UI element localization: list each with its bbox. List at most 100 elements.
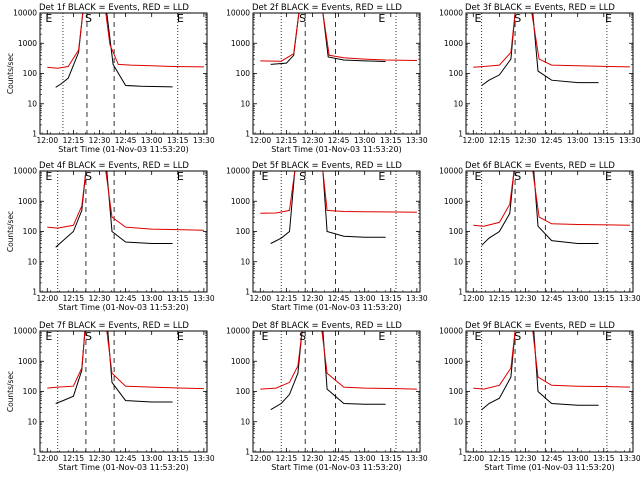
x-tick-label: 13:00 [141, 454, 163, 463]
series-line-lld [260, 331, 303, 390]
x-tick-label: 13:30 [619, 454, 640, 463]
x-tick-label: 12:00 [249, 454, 271, 463]
x-tick-label: 13:00 [567, 454, 589, 463]
x-tick-label: 12:15 [276, 294, 298, 303]
y-tick-label: 10000 [439, 167, 463, 176]
marker-label: E [605, 12, 612, 25]
series-line-events [322, 13, 386, 62]
y-tick-label: 1 [32, 448, 37, 457]
marker-label: E [378, 170, 385, 183]
y-tick-label: 10 [27, 417, 37, 426]
y-tick-label: 10 [453, 99, 463, 108]
x-tick-label: 12:45 [328, 136, 350, 145]
x-axis-label: Start Time (01-Nov-03 11:53:20) [58, 145, 188, 154]
panel-title: Det 3f BLACK = Events, RED = LLD [465, 3, 615, 13]
y-tick-label: 100 [236, 69, 251, 78]
y-tick-label: 10000 [226, 9, 250, 18]
series-line-events [533, 331, 599, 406]
marker-label: E [262, 330, 269, 343]
y-tick-label: 100 [449, 387, 464, 396]
x-tick-label: 12:15 [63, 136, 85, 145]
y-tick-label: 10000 [13, 327, 37, 336]
x-tick-label: 13:00 [567, 136, 589, 145]
x-tick-label: 12:30 [515, 454, 537, 463]
y-tick-label: 1 [245, 288, 250, 297]
x-tick-label: 12:45 [328, 454, 350, 463]
y-tick-label: 1000 [18, 357, 37, 366]
x-tick-label: 12:00 [462, 454, 484, 463]
y-tick-label: 100 [23, 69, 38, 78]
marker-label: S [514, 170, 521, 183]
x-tick-label: 12:45 [328, 294, 350, 303]
panel-title: Det 2f BLACK = Events, RED = LLD [252, 3, 402, 13]
y-tick-label: 1000 [231, 197, 250, 206]
series-line-events [533, 171, 599, 244]
series-line-events [55, 331, 86, 404]
x-tick-label: 13:30 [406, 454, 428, 463]
series-line-events [270, 331, 303, 411]
y-axis-label: Counts/sec [6, 211, 15, 252]
marker-label: S [299, 12, 306, 25]
y-tick-label: 1000 [444, 197, 463, 206]
x-tick-label: 13:15 [167, 454, 189, 463]
y-tick-label: 10 [27, 99, 37, 108]
x-tick-label: 12:00 [36, 136, 58, 145]
x-tick-label: 13:30 [406, 294, 428, 303]
y-tick-label: 100 [23, 227, 38, 236]
x-tick-label: 12:00 [36, 294, 58, 303]
x-tick-label: 13:00 [354, 294, 376, 303]
marker-label: S [85, 330, 92, 343]
series-line-events [55, 171, 87, 248]
plot-frame [465, 170, 634, 293]
y-tick-label: 10000 [226, 167, 250, 176]
panel-title: Det 8f BLACK = Events, RED = LLD [252, 321, 402, 331]
y-tick-label: 1 [32, 288, 37, 297]
x-axis-label: Start Time (01-Nov-03 11:53:20) [58, 303, 188, 312]
y-tick-label: 1000 [231, 357, 250, 366]
x-tick-label: 13:00 [141, 294, 163, 303]
y-tick-label: 1 [458, 448, 463, 457]
y-tick-label: 10 [27, 257, 37, 266]
y-axis-label: Counts/sec [6, 371, 15, 412]
marker-label: E [177, 12, 184, 25]
series-line-lld [473, 331, 516, 390]
marker-label: E [475, 170, 482, 183]
x-tick-label: 12:15 [276, 136, 298, 145]
y-tick-label: 10000 [439, 327, 463, 336]
panel-title: Det 5f BLACK = Events, RED = LLD [252, 161, 402, 171]
x-tick-label: 13:30 [193, 294, 215, 303]
y-tick-label: 1000 [444, 39, 463, 48]
y-tick-label: 1 [245, 130, 250, 139]
x-tick-label: 13:00 [141, 136, 163, 145]
series-line-lld [260, 13, 300, 62]
series-line-events [322, 331, 386, 405]
series-line-events [322, 171, 386, 238]
marker-label: E [262, 170, 269, 183]
series-line-lld [473, 171, 515, 227]
x-tick-label: 13:30 [193, 136, 215, 145]
x-tick-label: 13:30 [193, 454, 215, 463]
marker-label: E [45, 12, 52, 25]
x-tick-label: 12:15 [63, 454, 85, 463]
x-tick-label: 12:00 [462, 294, 484, 303]
y-tick-label: 100 [236, 387, 251, 396]
x-tick-label: 12:45 [541, 136, 563, 145]
panel-title: Det 6f BLACK = Events, RED = LLD [465, 161, 615, 171]
plot-frame [465, 12, 634, 135]
plot-frame [252, 170, 421, 293]
x-tick-label: 12:45 [115, 294, 137, 303]
series-line-events [106, 171, 173, 244]
series-line-lld [47, 331, 86, 389]
x-tick-label: 12:30 [515, 136, 537, 145]
x-tick-label: 13:15 [167, 136, 189, 145]
y-tick-label: 1000 [231, 39, 250, 48]
x-tick-label: 13:00 [354, 136, 376, 145]
y-tick-label: 10000 [439, 9, 463, 18]
series-line-lld [47, 13, 84, 69]
